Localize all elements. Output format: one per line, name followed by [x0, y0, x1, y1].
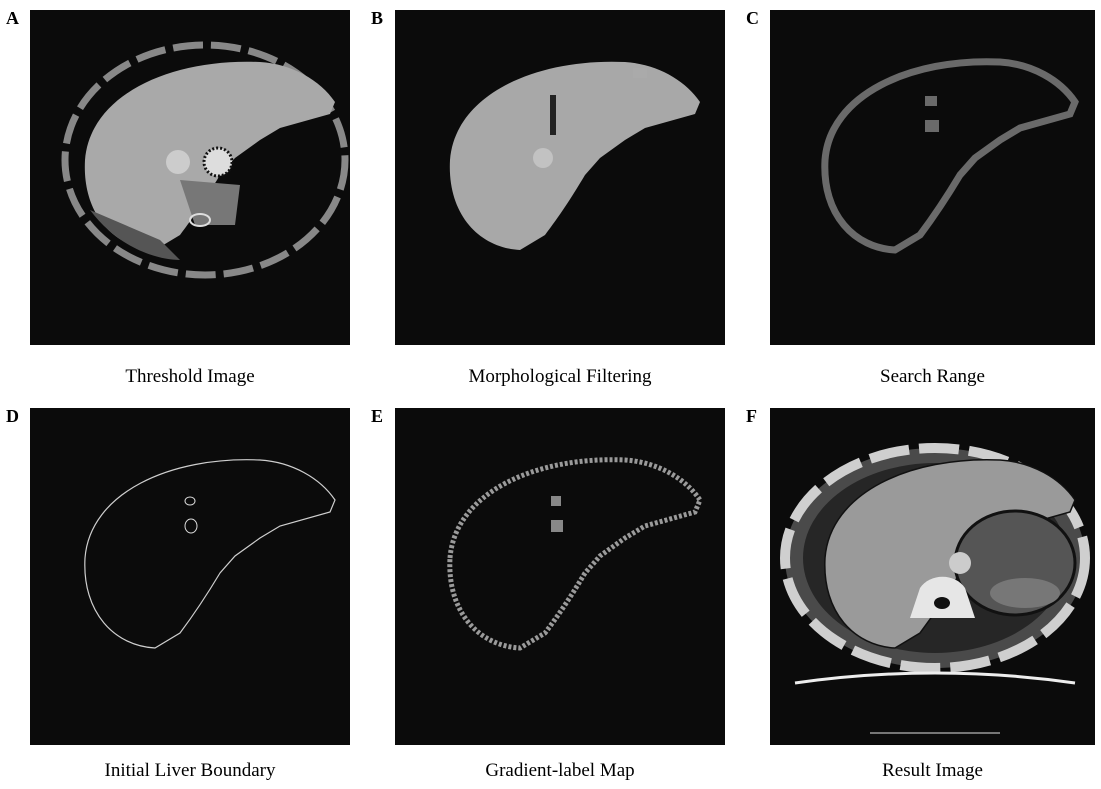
panel-caption: Gradient-label Map — [485, 760, 634, 781]
panel-letter: F — [746, 406, 757, 426]
panel-letter: D — [6, 406, 19, 426]
panel-letter: E — [371, 406, 383, 426]
panel-letter: A — [6, 8, 19, 28]
panel-caption: Result Image — [882, 760, 983, 781]
page: A Threshold Image B Morphological Filtering… — [0, 0, 1101, 784]
panel-f-image — [770, 408, 1095, 745]
panel-d-image — [30, 408, 350, 745]
panel-caption: Search Range — [880, 366, 985, 387]
panel-e-image — [395, 408, 725, 745]
figure: A Threshold Image B Morphological Filtering… — [0, 0, 1101, 784]
panel-b-image — [395, 10, 725, 345]
panel-caption: Morphological Filtering — [468, 366, 652, 387]
panel-letter: B — [371, 8, 383, 28]
panel-caption: Threshold Image — [125, 366, 254, 387]
panel-letter: C — [746, 8, 759, 28]
panel-c-image — [770, 10, 1095, 345]
panel-caption: Initial Liver Boundary — [105, 760, 276, 781]
panel-a-image — [30, 10, 350, 345]
